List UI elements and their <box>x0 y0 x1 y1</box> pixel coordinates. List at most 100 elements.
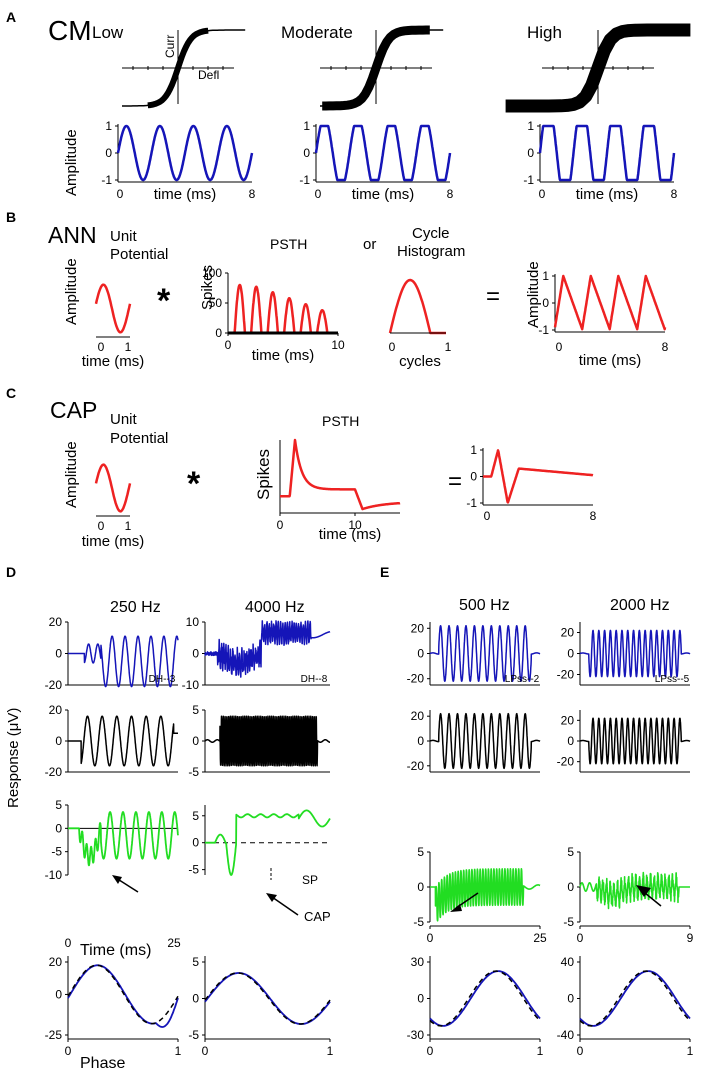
x-axis-label: cycles <box>399 353 441 370</box>
cm-waveform <box>116 124 254 182</box>
x-tick-label: 0 <box>65 936 72 950</box>
x-tick-label: 0 <box>577 1044 584 1058</box>
x-tick-label: 0 <box>556 340 563 354</box>
y-tick-label: 0 <box>567 734 574 748</box>
x-tick-label: 8 <box>671 187 678 201</box>
cm-label: CM <box>48 15 92 46</box>
y-tick-label: 20 <box>49 955 63 969</box>
y-tick-label: -1 <box>299 173 310 187</box>
annotation-sp: SP <box>302 873 318 887</box>
y-tick-label: -1 <box>466 496 477 510</box>
y-tick-label: 0 <box>192 734 199 748</box>
y-tick-label: 0 <box>417 880 424 894</box>
b-unit-potential <box>94 283 132 334</box>
y-tick-label: 10 <box>186 615 200 629</box>
x-axis-label: time (ms) <box>352 186 415 203</box>
y-tick-label: 0 <box>567 992 574 1006</box>
y-tick-label: -20 <box>45 678 63 692</box>
c-unit-title-2: Potential <box>110 430 168 447</box>
d-time-label: Time (ms) <box>80 942 151 959</box>
subject-label: DH--3 <box>149 674 176 685</box>
y-tick-label: 30 <box>411 955 425 969</box>
panel-label-B: B <box>6 209 16 225</box>
x-tick-label: 10 <box>348 518 362 532</box>
panel-label-C: C <box>6 385 16 401</box>
c-psth-trace <box>279 438 401 511</box>
b-psth-ylabel: Spikes <box>199 265 216 310</box>
x-tick-label: 1 <box>327 1044 334 1058</box>
x-tick-label: 0 <box>389 340 396 354</box>
x-tick-label: 0 <box>98 340 105 354</box>
x-axis-label: time (ms) <box>82 533 145 550</box>
b-psth-trace <box>230 283 337 335</box>
y-tick-label: 0 <box>55 987 62 1001</box>
x-axis-label: time (ms) <box>576 186 639 203</box>
y-tick-label: -1 <box>538 323 549 337</box>
x-tick-label: 0 <box>65 1044 72 1058</box>
y-tick-label: 0 <box>417 992 424 1006</box>
y-tick-label: 1 <box>542 269 549 283</box>
arrow-head <box>450 904 462 912</box>
y-tick-label: -20 <box>407 672 425 686</box>
panel-label-E: E <box>380 564 389 580</box>
y-tick-label: -10 <box>182 678 200 692</box>
d-row2-trace <box>204 715 331 767</box>
y-tick-label: -5 <box>188 765 199 779</box>
y-tick-label: 5 <box>192 809 199 823</box>
c-convolve: * <box>187 465 201 503</box>
level-moderate: Moderate <box>281 23 353 42</box>
y-tick-label: -40 <box>557 1028 575 1042</box>
x-axis-label: time (ms) <box>154 186 217 203</box>
y-tick-label: -10 <box>45 868 63 882</box>
y-tick-label: 5 <box>192 703 199 717</box>
y-tick-label: 0 <box>55 734 62 748</box>
b-unit-title-2: Potential <box>110 246 168 263</box>
x-axis-label: time (ms) <box>319 526 382 543</box>
x-tick-label: 1 <box>445 340 452 354</box>
b-unit-ylabel: Amplitude <box>63 258 80 325</box>
c-unit-ylabel: Amplitude <box>63 441 80 508</box>
b-cycle-title-1: Cycle <box>412 225 450 242</box>
x-tick-label: 8 <box>662 340 669 354</box>
c-psth-title: PSTH <box>322 413 359 429</box>
x-tick-label: 0 <box>427 1044 434 1058</box>
y-tick-label: 40 <box>561 955 575 969</box>
x-tick-label: 1 <box>537 1044 544 1058</box>
b-equals: = <box>486 283 500 310</box>
b-unit-title-1: Unit <box>110 228 138 245</box>
transfer-curr-label: Curr <box>163 35 177 58</box>
x-axis-label: time (ms) <box>579 352 642 369</box>
e-freq-2000: 2000 Hz <box>610 597 670 614</box>
y-tick-label: 5 <box>567 845 574 859</box>
d-phase-fit <box>204 972 331 1025</box>
x-tick-label: 1 <box>125 340 132 354</box>
arrow-head <box>636 885 651 897</box>
arrow-head <box>266 893 277 902</box>
d-ylabel: Response (μV) <box>5 708 22 808</box>
y-tick-label: 0 <box>105 146 112 160</box>
x-tick-label: 0 <box>315 187 322 201</box>
panel-label-D: D <box>6 564 16 580</box>
x-tick-label: 0 <box>427 931 434 945</box>
y-tick-label: 20 <box>561 626 575 640</box>
x-tick-label: 0 <box>539 187 546 201</box>
y-tick-label: -1 <box>101 173 112 187</box>
y-tick-label: 5 <box>55 798 62 812</box>
y-tick-label: 0 <box>527 146 534 160</box>
x-tick-label: 25 <box>533 931 547 945</box>
y-tick-label: 0 <box>567 880 574 894</box>
arrow-head <box>112 875 122 884</box>
y-tick-label: 0 <box>567 647 574 661</box>
y-tick-label: 0 <box>542 296 549 310</box>
b-psth-title: PSTH <box>270 236 307 252</box>
x-tick-label: 25 <box>167 936 181 950</box>
x-tick-label: 0 <box>277 518 284 532</box>
y-tick-label: 0 <box>303 146 310 160</box>
d-phase-fit <box>67 964 179 1025</box>
b-result-ylabel: Amplitude <box>525 261 542 328</box>
b-or-label: or <box>363 236 376 253</box>
y-tick-label: 100 <box>202 266 222 280</box>
level-high: High <box>527 23 562 42</box>
